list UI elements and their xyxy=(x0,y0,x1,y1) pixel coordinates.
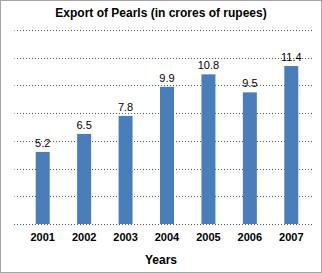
grid-line xyxy=(14,85,312,86)
y-axis-line xyxy=(14,30,15,224)
bar xyxy=(77,134,91,224)
x-tick-label: 2004 xyxy=(155,231,180,243)
chart-container: 5.2 6.5 7.8 9.9 10.8 9.5 11.4 2001 2002 2003 2004 2… xyxy=(0,0,322,273)
bar xyxy=(160,87,174,224)
data-label: 9.9 xyxy=(159,72,174,84)
chart-frame xyxy=(1,1,322,273)
chart-title: Export of Pearls (in crores of rupees) xyxy=(55,6,266,20)
x-tick-label: 2001 xyxy=(30,231,54,243)
x-tick-label: 2007 xyxy=(279,231,303,243)
x-axis-line xyxy=(14,224,312,225)
chart-svg: 5.2 6.5 7.8 9.9 10.8 9.5 11.4 2001 2002 2003 2004 2… xyxy=(0,0,322,273)
data-label: 11.4 xyxy=(281,51,302,63)
data-label: 7.8 xyxy=(118,101,133,113)
x-axis-label: Years xyxy=(145,253,177,267)
bar xyxy=(119,116,133,224)
data-label: 5.2 xyxy=(35,137,50,149)
x-tick-label: 2002 xyxy=(72,231,96,243)
bar xyxy=(284,66,298,224)
x-tick-label: 2005 xyxy=(196,231,220,243)
bar xyxy=(36,152,50,224)
grid-line xyxy=(14,58,312,59)
bar xyxy=(201,74,215,224)
x-tick-label: 2006 xyxy=(238,231,262,243)
bars xyxy=(36,66,299,224)
x-tick-label: 2003 xyxy=(113,231,137,243)
grid-line xyxy=(14,30,312,31)
data-label: 6.5 xyxy=(76,119,91,131)
bar xyxy=(243,92,257,224)
data-label: 9.5 xyxy=(242,77,257,89)
data-label: 10.8 xyxy=(198,59,219,71)
